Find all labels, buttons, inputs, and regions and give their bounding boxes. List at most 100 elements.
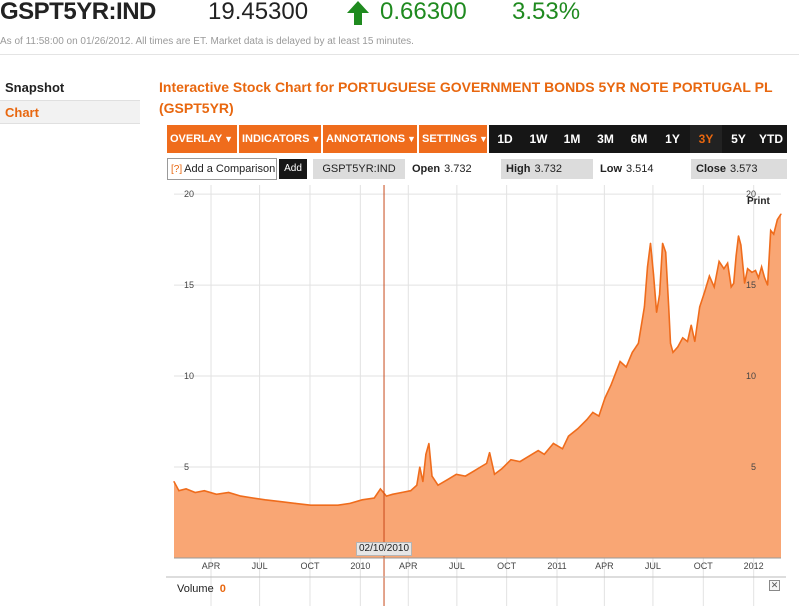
price-point	[173, 481, 175, 483]
x-tick-label: OCT	[497, 561, 517, 571]
add-comparison-input[interactable]: [?] Add a Comparison	[167, 158, 277, 180]
price-point	[669, 342, 672, 344]
low-stat: Low 3.514	[595, 159, 687, 179]
price-point	[473, 470, 476, 472]
y-tick-label-right: 20	[746, 189, 756, 199]
price-point	[519, 461, 521, 463]
ticker-symbol: GSPT5YR:IND	[0, 0, 156, 25]
price-point	[337, 504, 339, 506]
price-point	[422, 481, 424, 483]
price-point	[672, 351, 674, 353]
indicators-menu-button[interactable]: INDICATORS ▼	[239, 125, 321, 153]
price-point	[727, 262, 729, 264]
y-tick-label-right: 10	[746, 371, 756, 381]
price-point	[652, 273, 655, 275]
settings-menu-button[interactable]: SETTINGS ▼	[419, 125, 488, 153]
range-ytd-button[interactable]: YTD	[759, 132, 783, 146]
price-area-series	[173, 213, 782, 558]
range-5y-button[interactable]: 5Y	[731, 132, 746, 146]
price-point	[619, 360, 621, 363]
price-point	[528, 455, 530, 457]
settings-menu-label: SETTINGS	[422, 133, 478, 145]
open-label: Open	[412, 163, 441, 175]
sidebar-item-snapshot[interactable]: Snapshot	[5, 80, 65, 95]
toolbar-divider	[417, 125, 419, 153]
open-stat: Open 3.732	[407, 159, 499, 179]
range-1y-button[interactable]: 1Y	[665, 132, 680, 146]
price-point	[310, 504, 312, 506]
price-point	[604, 397, 606, 399]
price-point	[764, 277, 766, 279]
low-label: Low	[600, 163, 622, 175]
price-point	[185, 488, 187, 490]
price-point	[757, 277, 760, 279]
price-point	[646, 266, 649, 268]
print-link[interactable]: Print	[747, 196, 770, 207]
price-point	[385, 495, 387, 497]
close-icon[interactable]: ✕	[769, 580, 780, 591]
volume-label-text: Volume	[177, 583, 214, 595]
range-1w-button[interactable]: 1W	[529, 132, 548, 146]
price-point	[489, 451, 491, 454]
price-point	[479, 466, 482, 468]
overlay-menu-label: OVERLAY	[170, 133, 223, 145]
x-tick-label: JUL	[645, 561, 661, 571]
price-point	[425, 453, 427, 455]
low-value: 3.514	[626, 163, 654, 175]
market-data-timestamp: As of 11:58:00 on 01/26/2012. All times …	[0, 36, 414, 47]
indicators-menu-label: INDICATORS	[242, 133, 310, 145]
price-point	[325, 504, 327, 506]
volume-value: 0	[219, 583, 226, 595]
open-value: 3.732	[444, 163, 472, 175]
price-point	[637, 342, 640, 344]
price-point	[686, 340, 689, 343]
y-tick-label-right: 15	[746, 280, 756, 290]
price-point	[486, 462, 488, 464]
header-divider	[0, 54, 799, 55]
price-point	[203, 490, 205, 492]
price-area-fill	[174, 214, 781, 558]
price-point	[577, 428, 579, 430]
toolbar-divider	[237, 125, 239, 153]
range-1d-button[interactable]: 1D	[497, 132, 513, 146]
price-point	[240, 495, 242, 497]
price-point	[379, 488, 381, 490]
x-tick-label: 2011	[547, 561, 566, 571]
price-point	[735, 255, 737, 257]
overlay-menu-button[interactable]: OVERLAY ▼	[167, 125, 237, 153]
price-point	[501, 468, 503, 470]
price-point	[510, 459, 512, 461]
price-point	[586, 419, 588, 421]
price-point	[561, 448, 564, 450]
help-icon[interactable]: [?]	[171, 164, 183, 175]
price-point	[419, 466, 421, 468]
price-point	[252, 497, 254, 499]
price-point	[713, 286, 715, 288]
price-point	[703, 291, 706, 293]
price-point	[773, 233, 775, 235]
toolbar-divider	[321, 125, 323, 153]
range-1m-button[interactable]: 1M	[563, 132, 581, 146]
range-6m-button[interactable]: 6M	[630, 132, 648, 146]
price-point	[279, 501, 281, 503]
price-point	[662, 242, 664, 244]
x-axis: APR JUL OCT 2010 APR JUL OCT 2011 APR JUL OCT 2012	[202, 561, 764, 571]
price-point	[610, 384, 612, 386]
price-point	[401, 491, 403, 494]
x-tick-label: 2010	[350, 561, 370, 571]
caret-down-icon: ▼	[479, 134, 488, 144]
range-selector: 1D 1W 1M 3M 6M 1Y 3Y 5Y YTD	[489, 125, 787, 153]
close-label: Close	[696, 163, 726, 175]
price-point	[537, 450, 539, 452]
annotations-menu-button[interactable]: ANNOTATIONS ▼	[323, 125, 417, 153]
range-3y-button[interactable]: 3Y	[690, 125, 722, 153]
price-point	[699, 306, 701, 308]
x-tick-label: OCT	[300, 561, 320, 571]
add-comparison-button[interactable]: Add	[279, 159, 307, 179]
y-tick-label-left: 5	[184, 462, 189, 472]
range-3m-button[interactable]: 3M	[597, 132, 614, 146]
price-point	[625, 366, 627, 368]
price-point	[733, 282, 735, 284]
sidebar-item-chart[interactable]: Chart	[0, 100, 140, 124]
